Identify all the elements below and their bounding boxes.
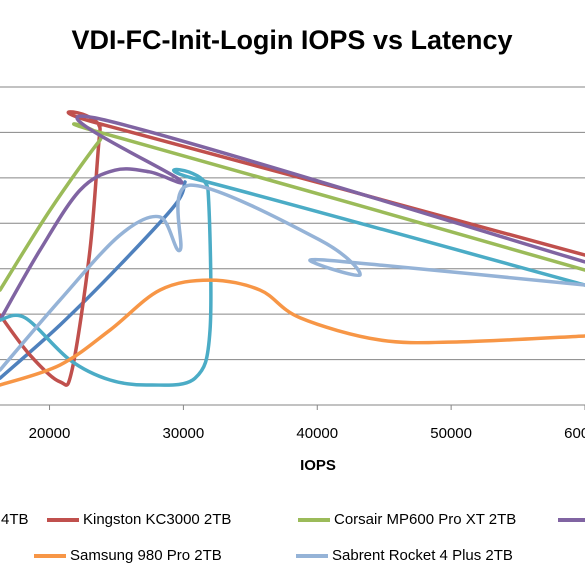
legend-label: Samsung 980 Pro 2TB [70, 547, 222, 564]
series-line [0, 110, 585, 387]
x-tick-label: 40000 [296, 425, 338, 442]
series-line [0, 122, 585, 292]
legend-label: 4TB [1, 511, 29, 528]
series-line [0, 167, 585, 387]
x-tick-label: 50000 [430, 425, 472, 442]
chart-title: VDI-FC-Init-Login IOPS vs Latency [71, 25, 512, 55]
series-line [0, 278, 585, 387]
x-tick-label: 60000 [564, 425, 585, 442]
x-tick-label: 30000 [163, 425, 205, 442]
legend-label: Sabrent Rocket 4 Plus 2TB [332, 547, 513, 564]
x-tick-label: 20000 [29, 425, 71, 442]
legend-label: Corsair MP600 Pro XT 2TB [334, 511, 516, 528]
legend-label: Kingston KC3000 2TB [83, 511, 231, 528]
plot-area [0, 110, 585, 387]
x-axis-label: IOPS [300, 457, 336, 474]
series-line [0, 183, 585, 372]
series-line [0, 114, 585, 322]
